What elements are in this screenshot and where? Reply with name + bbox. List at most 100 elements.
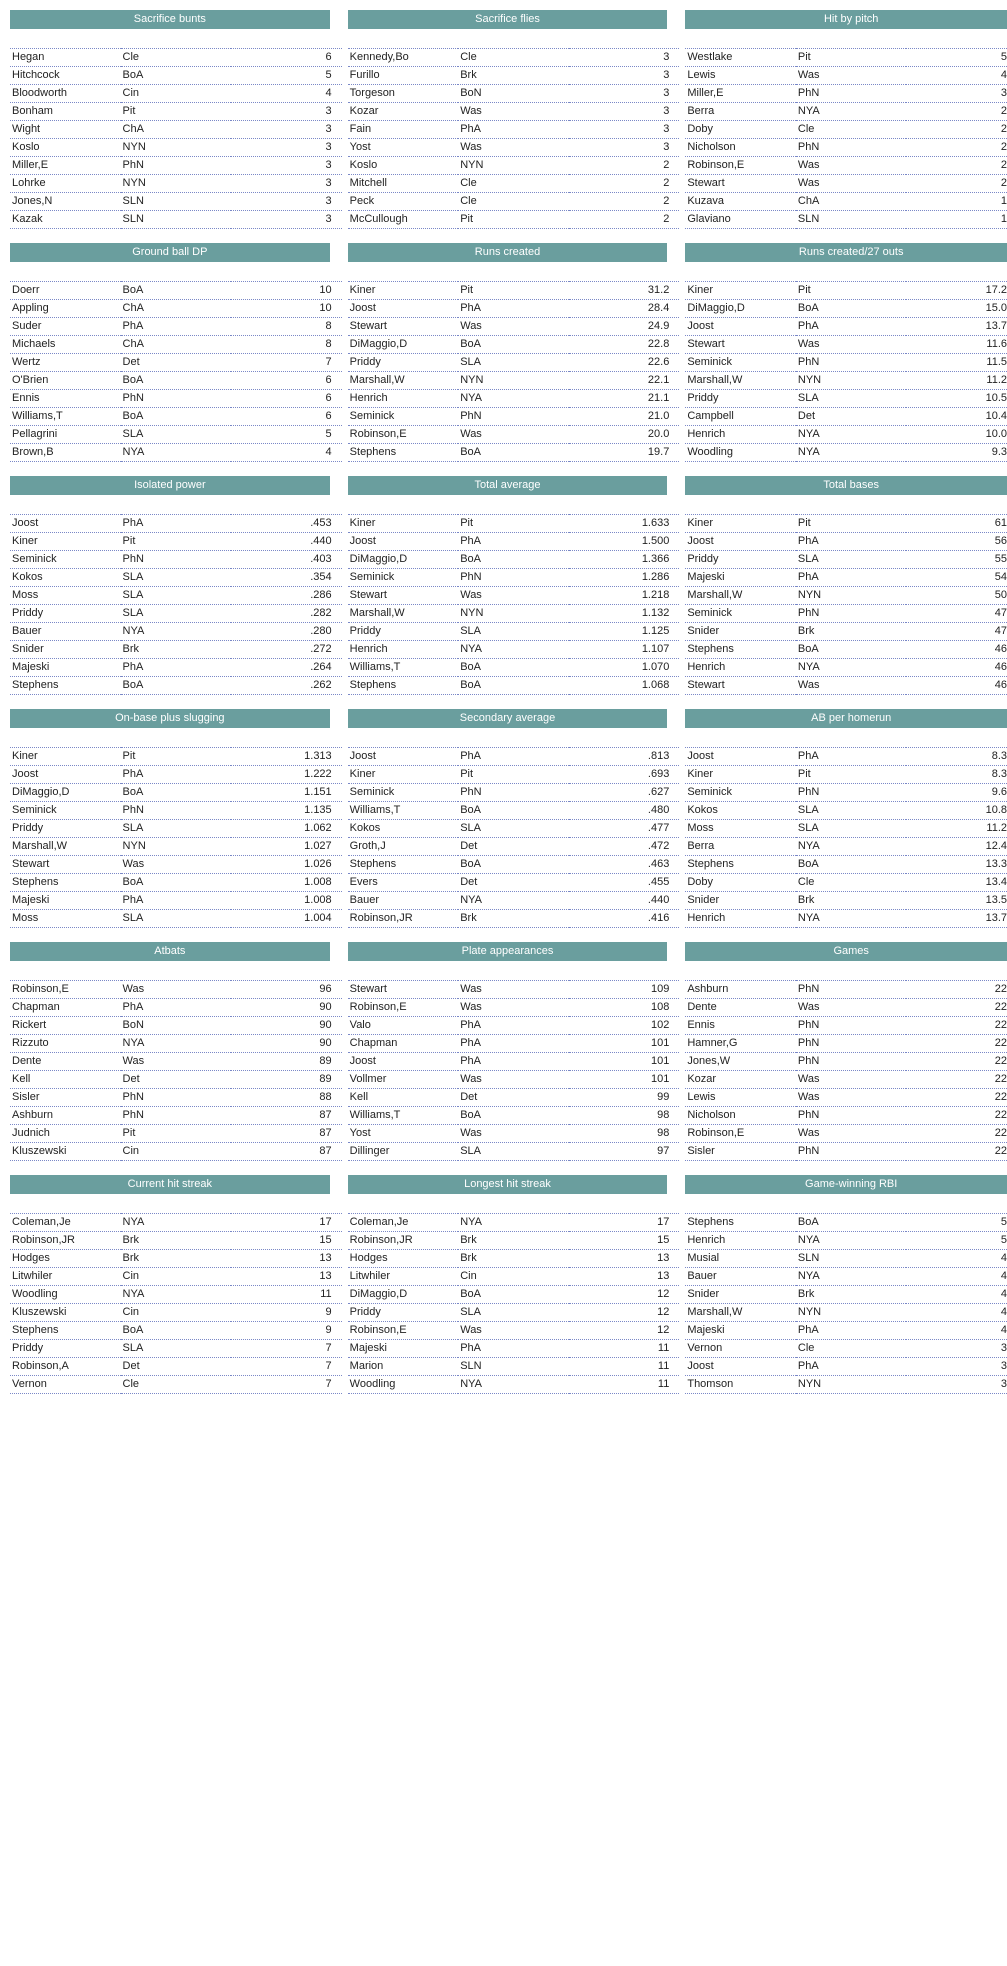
- player-name: Nicholson: [685, 1107, 796, 1125]
- stat-value: 8.3: [906, 748, 1007, 766]
- table-row: SniderBrk4: [685, 1286, 1007, 1304]
- stat-value: 8: [231, 318, 342, 336]
- stat-value: 1.500: [569, 533, 680, 551]
- stat-value: 11.2: [906, 372, 1007, 390]
- player-name: Moss: [10, 587, 121, 605]
- stat-value: 22: [906, 1107, 1007, 1125]
- player-name: Robinson,E: [348, 999, 459, 1017]
- player-name: Stephens: [348, 677, 459, 695]
- stat-value: 56: [906, 533, 1007, 551]
- table-row: PriddySLA1.062: [10, 820, 342, 838]
- team-abbrev: PhN: [458, 784, 569, 802]
- table-row: Coleman,JeNYA17: [348, 1214, 680, 1232]
- player-name: Stewart: [348, 981, 459, 999]
- stat-value: 3: [231, 157, 342, 175]
- team-abbrev: ChA: [121, 121, 232, 139]
- table-row: McCulloughPit2: [348, 211, 680, 229]
- team-abbrev: PhA: [796, 1322, 907, 1340]
- player-name: Kiner: [685, 766, 796, 784]
- team-abbrev: NYN: [796, 1304, 907, 1322]
- stat-value: 47: [906, 623, 1007, 641]
- table-row: MossSLA1.004: [10, 910, 342, 928]
- team-abbrev: Was: [458, 103, 569, 121]
- table-row: PriddySLA12: [348, 1304, 680, 1322]
- player-name: Seminick: [10, 551, 121, 569]
- stat-value: 1.026: [231, 856, 342, 874]
- table-row: Jones,WPhN22: [685, 1053, 1007, 1071]
- player-name: Dente: [10, 1053, 121, 1071]
- table-row: KosloNYN3: [10, 139, 342, 157]
- table-row: PellagriniSLA5: [10, 426, 342, 444]
- stat-block: Plate appearancesStewartWas109Robinson,E…: [348, 942, 680, 1161]
- table-row: PeckCle2: [348, 193, 680, 211]
- stat-value: 1: [906, 193, 1007, 211]
- stat-value: 6: [231, 49, 342, 67]
- team-abbrev: Pit: [796, 49, 907, 67]
- team-abbrev: PhN: [796, 605, 907, 623]
- team-abbrev: SLN: [121, 193, 232, 211]
- table-row: TorgesonBoN3: [348, 85, 680, 103]
- player-name: Joost: [10, 515, 121, 533]
- stat-value: 1.135: [231, 802, 342, 820]
- table-row: MajeskiPhA.264: [10, 659, 342, 677]
- table-row: FurilloBrk3: [348, 67, 680, 85]
- stat-value: 11.6: [906, 336, 1007, 354]
- table-row: StewartWas2: [685, 175, 1007, 193]
- stat-value: 102: [569, 1017, 680, 1035]
- team-abbrev: Cle: [458, 175, 569, 193]
- table-row: MajeskiPhA54: [685, 569, 1007, 587]
- stat-header: Plate appearances: [348, 942, 680, 961]
- team-abbrev: NYA: [121, 1286, 232, 1304]
- player-name: Seminick: [685, 784, 796, 802]
- team-abbrev: Det: [458, 1089, 569, 1107]
- team-abbrev: Was: [796, 1071, 907, 1089]
- table-row: JoostPhA8.3: [685, 748, 1007, 766]
- stat-value: 10.4: [906, 408, 1007, 426]
- stat-value: 11: [569, 1358, 680, 1376]
- table-row: DiMaggio,DBoA1.366: [348, 551, 680, 569]
- team-abbrev: PhA: [458, 748, 569, 766]
- table-row: SislerPhN88: [10, 1089, 342, 1107]
- table-row: GlavianoSLN1: [685, 211, 1007, 229]
- team-abbrev: Was: [458, 981, 569, 999]
- stat-value: 3: [906, 1376, 1007, 1394]
- player-name: Moss: [10, 910, 121, 928]
- team-abbrev: SLA: [121, 587, 232, 605]
- stats-grid: Sacrifice buntsHeganCle6HitchcockBoA5Blo…: [10, 10, 1007, 1394]
- team-abbrev: Brk: [458, 910, 569, 928]
- stat-value: 4: [906, 67, 1007, 85]
- team-abbrev: PhN: [121, 390, 232, 408]
- player-name: Joost: [10, 766, 121, 784]
- player-name: Joost: [685, 748, 796, 766]
- player-name: Vollmer: [348, 1071, 459, 1089]
- player-name: Majeski: [348, 1340, 459, 1358]
- table-row: HeganCle6: [10, 49, 342, 67]
- team-abbrev: PhA: [458, 1035, 569, 1053]
- player-name: Kozar: [348, 103, 459, 121]
- team-abbrev: Was: [121, 856, 232, 874]
- table-row: BloodworthCin4: [10, 85, 342, 103]
- table-row: MajeskiPhA11: [348, 1340, 680, 1358]
- table-row: SniderBrk.272: [10, 641, 342, 659]
- stats-row-group: Sacrifice buntsHeganCle6HitchcockBoA5Blo…: [10, 10, 1007, 229]
- stat-table: KinerPit17.2DiMaggio,DBoA15.0JoostPhA13.…: [685, 262, 1007, 462]
- player-name: Bonham: [10, 103, 121, 121]
- stat-header: Secondary average: [348, 709, 680, 728]
- table-row: Marshall,WNYN22.1: [348, 372, 680, 390]
- team-abbrev: NYA: [458, 390, 569, 408]
- stat-value: 7: [231, 1358, 342, 1376]
- team-abbrev: Brk: [458, 1250, 569, 1268]
- player-name: Henrich: [348, 641, 459, 659]
- table-row: KellDet99: [348, 1089, 680, 1107]
- stats-row-group: Ground ball DPDoerrBoA10ApplingChA10Sude…: [10, 243, 1007, 462]
- table-row: WestlakePit5: [685, 49, 1007, 67]
- table-row: DiMaggio,DBoA22.8: [348, 336, 680, 354]
- team-abbrev: SLA: [458, 354, 569, 372]
- team-abbrev: BoA: [121, 372, 232, 390]
- team-abbrev: PhN: [796, 784, 907, 802]
- stat-table: AshburnPhN22DenteWas22EnnisPhN22Hamner,G…: [685, 961, 1007, 1161]
- player-name: Williams,T: [10, 408, 121, 426]
- team-abbrev: Was: [458, 1322, 569, 1340]
- stat-table: KinerPit1.633JoostPhA1.500DiMaggio,DBoA1…: [348, 495, 680, 695]
- player-name: Jones,W: [685, 1053, 796, 1071]
